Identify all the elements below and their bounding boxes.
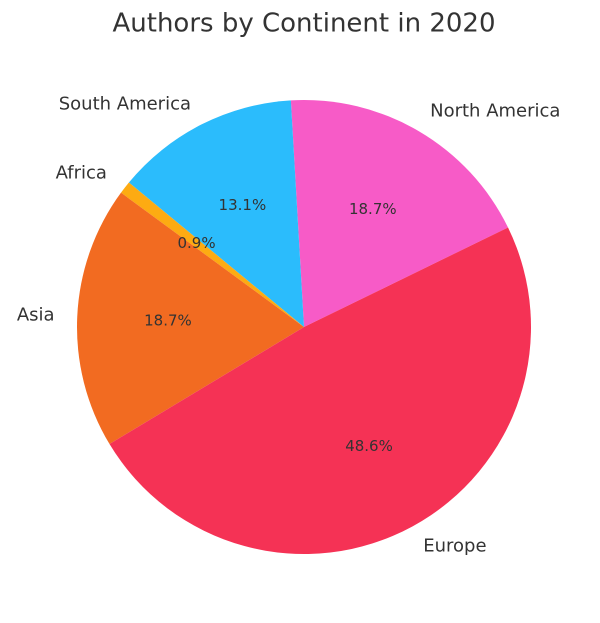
percent-label: 13.1% xyxy=(219,196,267,214)
slice-label: North America xyxy=(430,100,560,121)
pie-slice xyxy=(121,182,304,327)
pie-slice xyxy=(109,227,531,554)
slice-label: Asia xyxy=(17,305,55,326)
chart-title: Authors by Continent in 2020 xyxy=(112,9,495,39)
pie-slice xyxy=(76,192,304,445)
pie-slice xyxy=(290,100,509,327)
pie-slice xyxy=(128,100,304,327)
percent-label: 0.9% xyxy=(177,234,215,252)
percent-label: 18.7% xyxy=(144,311,192,329)
percent-label: 18.7% xyxy=(349,200,397,218)
slice-label: South America xyxy=(59,93,191,114)
slice-label: Europe xyxy=(423,535,486,556)
percent-label: 48.6% xyxy=(345,437,393,455)
slice-label: Africa xyxy=(56,163,107,184)
